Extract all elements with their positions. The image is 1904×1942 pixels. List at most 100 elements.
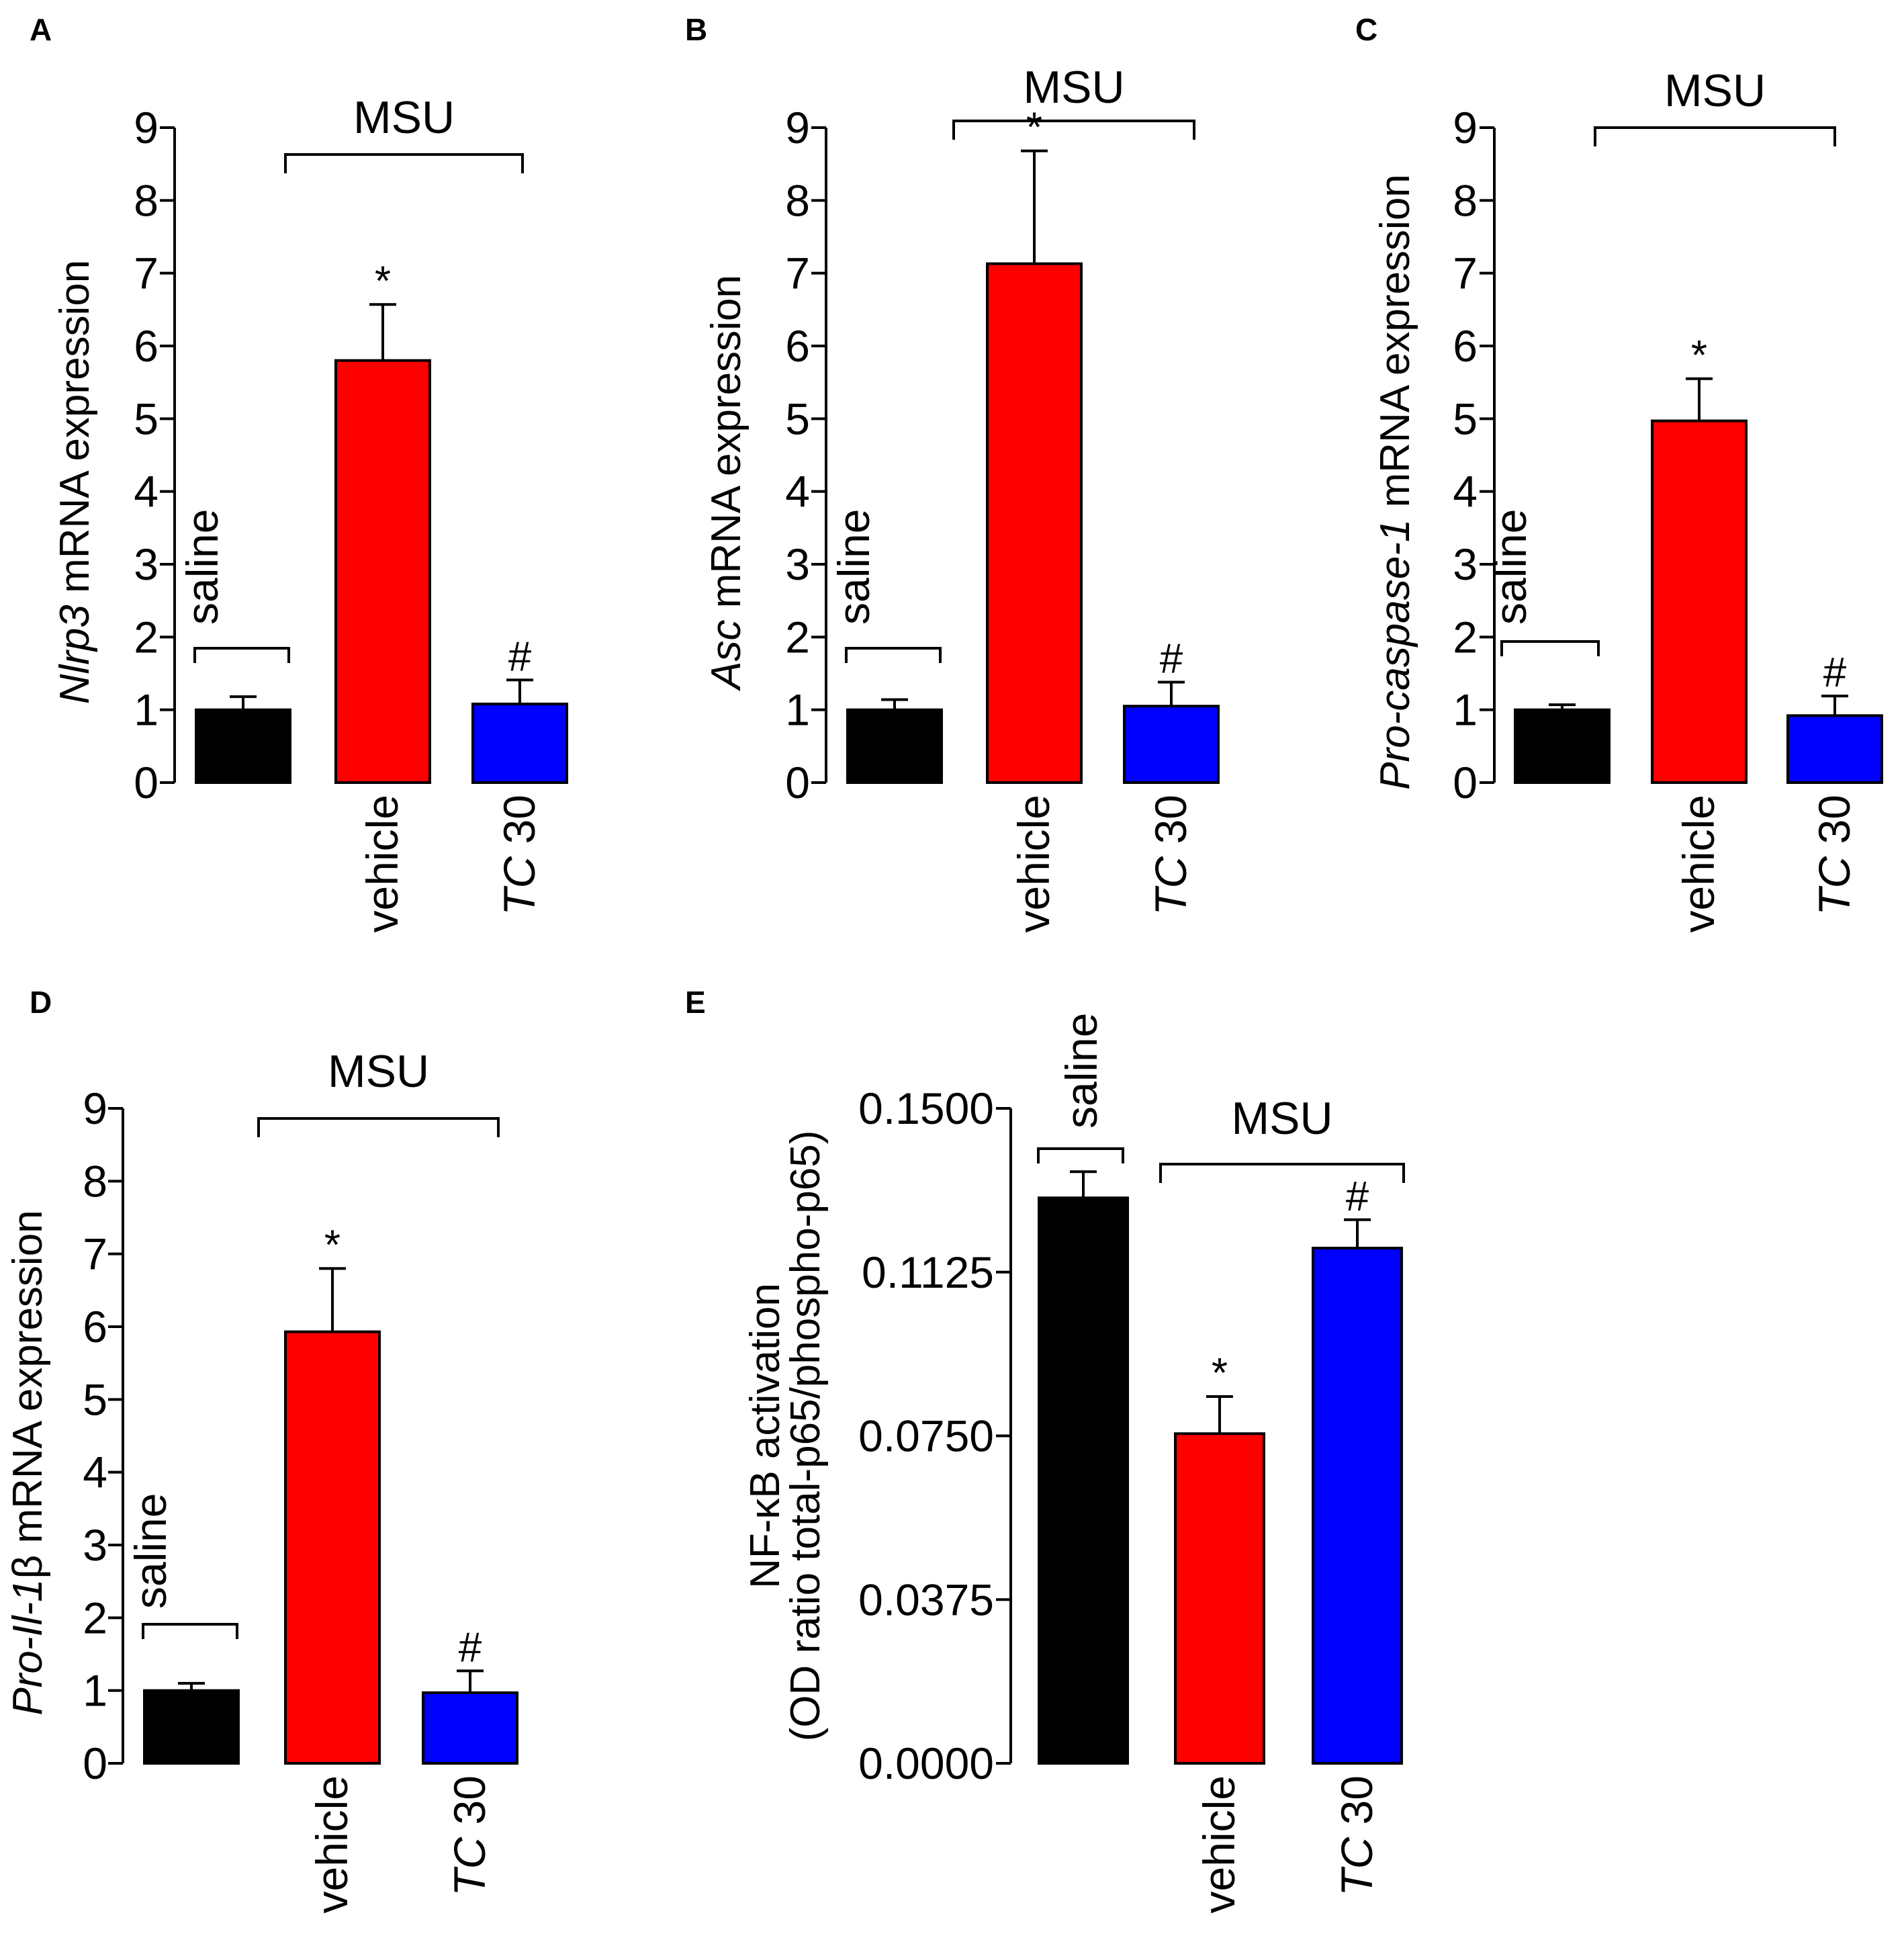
category-label: TC 30 xyxy=(494,795,544,916)
y-tick-label: 2 xyxy=(134,612,158,662)
category-label-italic: TC xyxy=(1146,855,1195,915)
y-tick-label: 6 xyxy=(134,321,158,371)
y-tick-label: 1 xyxy=(83,1666,107,1716)
msu-label: MSU xyxy=(353,92,455,143)
category-label: vehicle xyxy=(1674,795,1723,932)
y-tick-label: 9 xyxy=(785,103,810,152)
category-label-rest: 30 xyxy=(1809,795,1859,856)
y-tick-label: 9 xyxy=(1453,103,1478,152)
msu-bracket xyxy=(1159,1163,1405,1183)
saline-label: saline xyxy=(126,1493,175,1609)
category-label: vehicle xyxy=(1194,1775,1244,1913)
hash-marker: # xyxy=(508,633,532,680)
panel-letter: D xyxy=(30,985,52,1020)
y-tick-label: 0.0375 xyxy=(858,1575,994,1624)
category-label-italic: TC xyxy=(1332,1836,1381,1896)
y-tick-label: 0.1125 xyxy=(862,1247,994,1297)
bar-saline xyxy=(1514,708,1611,784)
significance-marker: * xyxy=(324,1222,341,1268)
saline-bracket xyxy=(142,1623,238,1639)
y-tick-label: 4 xyxy=(134,467,158,517)
y-tick-label: 2 xyxy=(785,612,810,662)
hash-marker: # xyxy=(1823,650,1847,696)
y-tick-label: 5 xyxy=(134,394,158,443)
y-tick-label: 9 xyxy=(134,103,158,152)
y-tick-label: 0 xyxy=(1453,758,1478,807)
y-tick-label: 6 xyxy=(83,1302,107,1352)
y-axis-title: Pro-caspase-1 mRNA expression xyxy=(1372,174,1418,790)
saline-bracket xyxy=(193,647,290,663)
hash-marker: # xyxy=(459,1624,482,1671)
msu-label: MSU xyxy=(328,1046,429,1097)
significance-marker: * xyxy=(1691,333,1707,379)
y-tick-label: 3 xyxy=(83,1520,107,1570)
significance-marker: * xyxy=(375,258,391,304)
bar-saline xyxy=(195,708,291,784)
panel-letter: C xyxy=(1355,12,1377,47)
bar-tc-30 xyxy=(422,1691,518,1765)
category-label: vehicle xyxy=(1009,795,1058,932)
y-axis-title: NF-κB activation xyxy=(742,1283,788,1589)
y-tick-label: 5 xyxy=(83,1374,107,1424)
y-tick-label: 3 xyxy=(134,539,158,589)
y-tick-label: 8 xyxy=(1453,175,1478,225)
category-label-rest: 30 xyxy=(445,1775,494,1837)
msu-bracket xyxy=(284,153,524,173)
bar-tc-30 xyxy=(1312,1247,1403,1765)
y-tick-label: 2 xyxy=(1453,612,1478,662)
y-tick-label: 7 xyxy=(134,249,158,298)
y-axis-title: Pro-Il-1β mRNA expression xyxy=(5,1210,51,1715)
y-tick-label: 1 xyxy=(785,685,810,735)
saline-label: saline xyxy=(829,509,878,625)
y-tick-label: 6 xyxy=(785,321,810,371)
msu-bracket xyxy=(1594,126,1836,146)
bar-saline xyxy=(846,708,943,784)
category-label-rest: 30 xyxy=(1332,1775,1381,1837)
category-label: vehicle xyxy=(307,1775,357,1913)
msu-label: MSU xyxy=(1664,65,1766,116)
y-tick-label: 3 xyxy=(1453,539,1478,589)
y-axis-title-italic: Asc xyxy=(703,620,750,692)
panel-letter: A xyxy=(30,12,52,47)
y-tick-label: 1 xyxy=(1453,685,1478,735)
y-tick-label: 6 xyxy=(1453,321,1478,371)
y-axis-title-rest: mRNA expression xyxy=(52,260,98,605)
bar-tc-30 xyxy=(1123,705,1220,784)
panel-e: E 0.0000 0.0375 0.0750 0.1125 0.1500 NF-κB act… xyxy=(685,985,1405,1913)
y-axis-title-italic: Pro-caspase-1 xyxy=(1372,519,1418,790)
y-tick-label: 0 xyxy=(785,758,810,807)
y-axis-title: Asc mRNA expression xyxy=(703,275,750,692)
y-tick-label: 0.0000 xyxy=(858,1738,994,1788)
category-label-rest: 30 xyxy=(494,795,544,856)
y-tick-label: 8 xyxy=(785,175,810,225)
y-axis-title-rest: mRNA expression xyxy=(1372,174,1418,519)
y-tick-label: 0 xyxy=(134,758,158,807)
saline-bracket xyxy=(1037,1147,1124,1163)
panel-a: A 0 1 2 3 4 5 6 7 8 9 Nlrp3 mRNA expression * vehicle… xyxy=(30,12,568,932)
y-tick-label: 7 xyxy=(1453,249,1478,298)
saline-bracket xyxy=(1500,640,1600,656)
bar-saline xyxy=(143,1689,240,1765)
y-tick-label: 4 xyxy=(785,467,810,517)
panel-letter: B xyxy=(685,12,707,47)
hash-marker: # xyxy=(1346,1174,1369,1220)
category-label: TC 30 xyxy=(445,1775,494,1896)
y-axis-title-italic: Nlrp3 xyxy=(52,605,98,704)
y-tick-label: 7 xyxy=(785,249,810,298)
y-tick-label: 1 xyxy=(134,685,158,735)
y-axis-title: Nlrp3 mRNA expression xyxy=(52,260,98,705)
saline-label: saline xyxy=(177,509,227,625)
y-tick-label: 4 xyxy=(1453,467,1478,517)
y-tick-label: 5 xyxy=(785,394,810,443)
panel-letter: E xyxy=(685,985,706,1020)
significance-marker: * xyxy=(1212,1350,1228,1397)
y-tick-label: 3 xyxy=(785,539,810,589)
saline-label: saline xyxy=(1056,1013,1106,1129)
y-tick-label: 8 xyxy=(134,175,158,225)
category-label: TC 30 xyxy=(1332,1775,1381,1896)
panel-d: D 0 1 2 3 4 5 6 7 8 9 Pro-Il-1β mRNA expression * veh… xyxy=(5,985,518,1913)
bar-vehicle xyxy=(284,1330,381,1765)
significance-marker: * xyxy=(1026,105,1042,151)
